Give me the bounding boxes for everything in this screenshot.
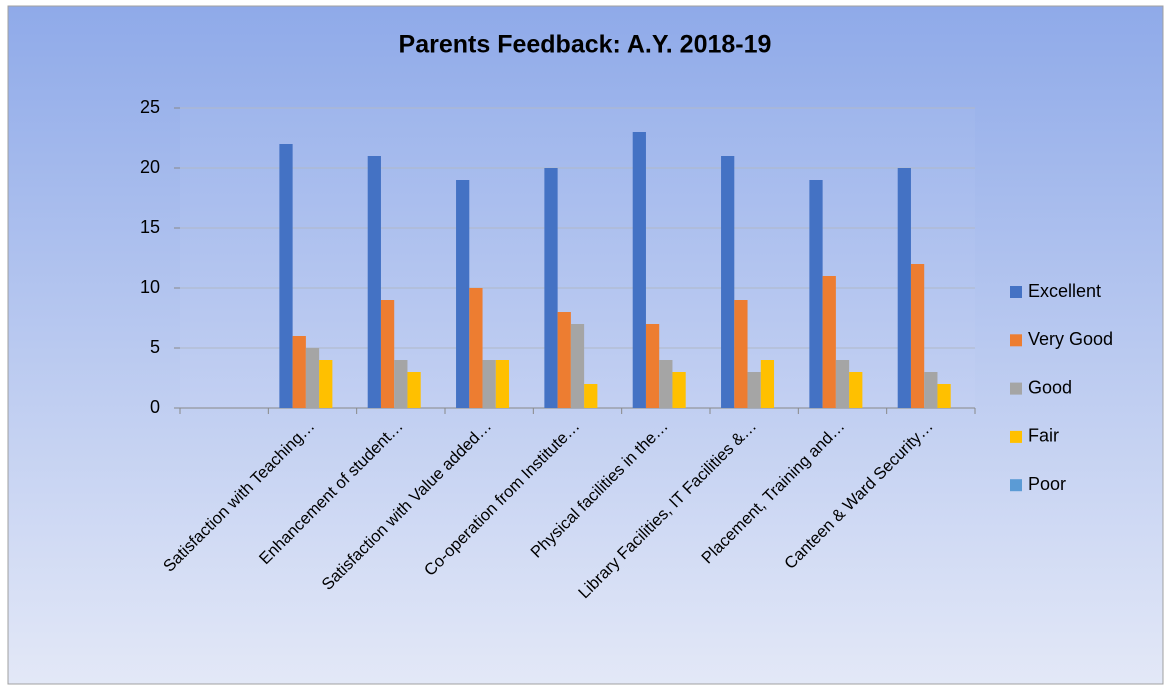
bar xyxy=(279,144,293,408)
bar xyxy=(469,288,483,408)
bar xyxy=(632,132,646,408)
bar xyxy=(645,324,660,408)
legend-label: Excellent xyxy=(1028,281,1101,301)
legend-label: Poor xyxy=(1028,474,1066,494)
y-tick-label: 5 xyxy=(150,337,160,357)
bar xyxy=(747,372,761,408)
bar xyxy=(924,372,938,408)
bar xyxy=(456,180,470,408)
y-tick-label: 10 xyxy=(140,277,160,297)
y-tick-label: 0 xyxy=(150,397,160,417)
legend-label: Fair xyxy=(1028,426,1059,446)
legend-label: Very Good xyxy=(1028,329,1113,349)
bar xyxy=(760,360,775,408)
legend-swatch xyxy=(1010,479,1022,492)
bar xyxy=(897,168,911,408)
chart-title: Parents Feedback: A.Y. 2018-19 xyxy=(399,31,772,59)
legend-label: Good xyxy=(1028,377,1072,397)
bar xyxy=(482,360,496,408)
bar xyxy=(544,168,558,408)
bar xyxy=(305,348,320,408)
bar xyxy=(734,300,748,408)
bar xyxy=(937,384,951,408)
y-tick-label: 25 xyxy=(140,97,160,117)
bar xyxy=(495,360,510,408)
bar xyxy=(849,372,863,408)
y-tick-label: 15 xyxy=(140,217,160,237)
bar xyxy=(659,360,673,408)
bar xyxy=(367,156,381,408)
legend-swatch xyxy=(1010,382,1022,395)
legend-swatch xyxy=(1010,430,1022,443)
bar xyxy=(570,324,585,408)
bar xyxy=(292,336,306,408)
bar xyxy=(822,276,836,408)
y-tick-label: 20 xyxy=(140,157,160,177)
bar xyxy=(380,300,395,408)
bar xyxy=(809,180,823,408)
bar xyxy=(407,372,421,408)
legend-swatch xyxy=(1010,286,1022,298)
bar xyxy=(721,156,735,408)
bar xyxy=(557,312,571,408)
bar xyxy=(672,372,686,408)
bar xyxy=(910,264,925,408)
bar xyxy=(584,384,598,408)
bar xyxy=(394,360,408,408)
legend-swatch xyxy=(1010,334,1022,347)
bar xyxy=(319,360,333,408)
bar xyxy=(835,360,850,408)
